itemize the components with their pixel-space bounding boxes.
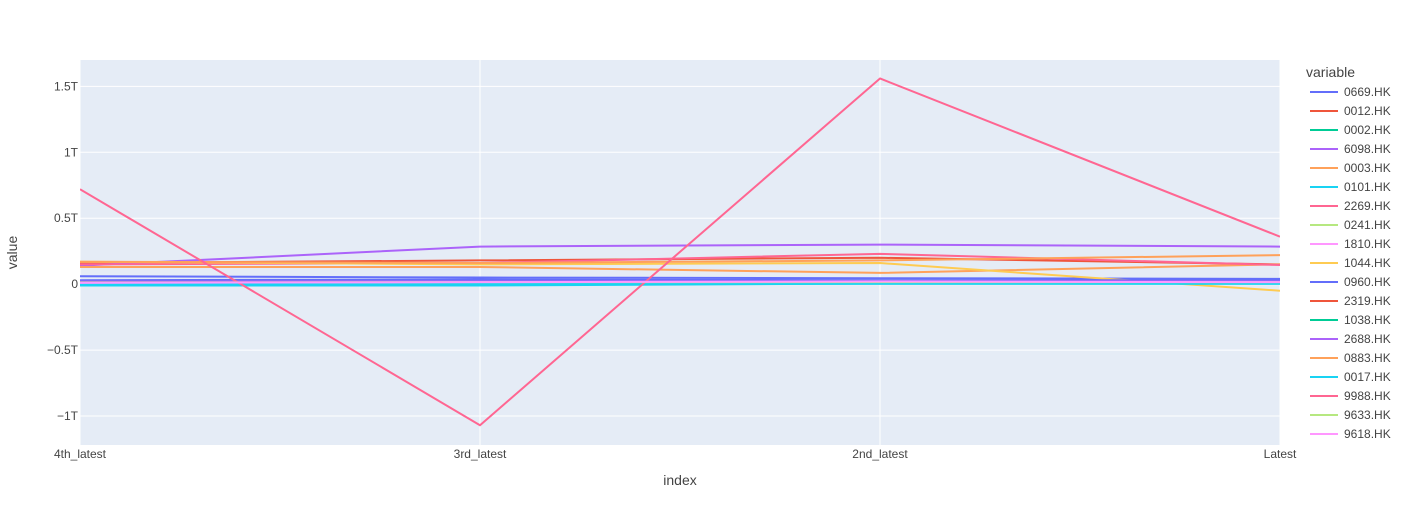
legend-label: 1810.HK [1344, 237, 1391, 251]
legend-label: 0883.HK [1344, 351, 1391, 365]
legend-item[interactable]: 2319.HK [1310, 294, 1391, 308]
legend-item[interactable]: 0669.HK [1310, 85, 1391, 99]
legend-item[interactable]: 9618.HK [1310, 427, 1391, 441]
x-tick-label: 4th_latest [54, 447, 107, 461]
legend-label: 0017.HK [1344, 370, 1391, 384]
legend-item[interactable]: 1044.HK [1310, 256, 1391, 270]
series-lines [80, 77, 1280, 427]
legend-item[interactable]: 2688.HK [1310, 332, 1391, 346]
legend-item[interactable]: 0960.HK [1310, 275, 1391, 289]
legend-item[interactable]: 1810.HK [1310, 237, 1391, 251]
legend-title: variable [1306, 64, 1355, 80]
legend-label: 0012.HK [1344, 104, 1391, 118]
legend-label: 0003.HK [1344, 161, 1391, 175]
series-line-6098-hk[interactable] [80, 243, 1280, 267]
legend-label: 1038.HK [1344, 313, 1391, 327]
legend-item[interactable]: 1038.HK [1310, 313, 1391, 327]
legend-item[interactable]: 0101.HK [1310, 180, 1391, 194]
legend-item[interactable]: 6098.HK [1310, 142, 1391, 156]
legend-label: 9618.HK [1344, 427, 1391, 441]
y-tick-label: 1T [64, 145, 79, 159]
legend-label: 0241.HK [1344, 218, 1391, 232]
y-tick-label: 1.5T [54, 79, 79, 93]
x-tick-label: Latest [1264, 447, 1297, 461]
legend-label: 9633.HK [1344, 408, 1391, 422]
legend-item[interactable]: 0002.HK [1310, 123, 1391, 137]
y-tick-label: −0.5T [47, 343, 79, 357]
legend-label: 9988.HK [1344, 389, 1391, 403]
legend-label: 2688.HK [1344, 332, 1391, 346]
legend-label: 1044.HK [1344, 256, 1391, 270]
legend-item[interactable]: 0017.HK [1310, 370, 1391, 384]
series-line-0883-hk[interactable] [80, 254, 1280, 265]
legend[interactable]: variable 0669.HK 0012.HK 0002.HK 6098.HK 000… [1306, 64, 1391, 441]
legend-item[interactable]: 0241.HK [1310, 218, 1391, 232]
y-tick-label: 0.5T [54, 211, 79, 225]
series-line-0003-hk[interactable] [80, 263, 1280, 274]
x-tick-label: 2nd_latest [852, 447, 908, 461]
legend-item[interactable]: 9988.HK [1310, 389, 1391, 403]
legend-item[interactable]: 9633.HK [1310, 408, 1391, 422]
series-line-0960-hk[interactable] [80, 278, 1280, 282]
series-line-9618-hk[interactable] [80, 280, 1280, 284]
legend-label: 0002.HK [1344, 123, 1391, 137]
legend-item[interactable]: 0003.HK [1310, 161, 1391, 175]
legend-label: 2269.HK [1344, 199, 1391, 213]
y-tick-label: −1T [57, 409, 79, 423]
x-tick-label: 3rd_latest [454, 447, 507, 461]
y-axis-ticks: −1T −0.5T 0 0.5T 1T 1.5T [47, 79, 79, 423]
legend-label: 6098.HK [1344, 142, 1391, 156]
legend-label: 0101.HK [1344, 180, 1391, 194]
legend-item[interactable]: 0883.HK [1310, 351, 1391, 365]
x-axis-ticks: 4th_latest 3rd_latest 2nd_latest Latest [54, 447, 1297, 461]
legend-label: 2319.HK [1344, 294, 1391, 308]
series-line-0669-hk[interactable] [80, 275, 1280, 280]
legend-item[interactable]: 0012.HK [1310, 104, 1391, 118]
y-tick-label: 0 [71, 277, 78, 291]
legend-label: 0960.HK [1344, 275, 1391, 289]
legend-label: 0669.HK [1344, 85, 1391, 99]
legend-item[interactable]: 2269.HK [1310, 199, 1391, 213]
series-line-9988-hk[interactable] [80, 77, 1280, 427]
y-axis-title: value [4, 236, 20, 270]
x-axis-title: index [663, 472, 696, 488]
